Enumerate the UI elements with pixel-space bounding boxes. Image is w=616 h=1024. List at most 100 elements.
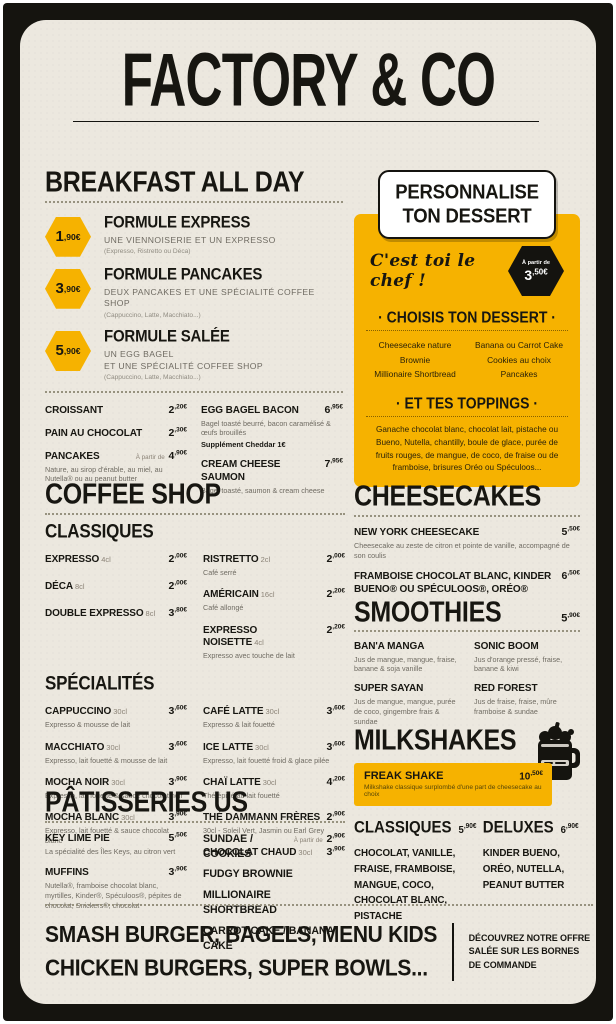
dessert-chef-row: C'est toi le chef ! À partir de 3,50€: [366, 246, 568, 296]
menu-item: FRAMBOISE CHOCOLAT BLANC, KINDER BUENO® …: [354, 570, 580, 597]
menu-item-price: 2,00€: [169, 553, 188, 566]
price-value: 2,30€: [168, 426, 188, 439]
divider: [366, 330, 568, 331]
price-value: 4,90€: [168, 449, 188, 462]
coffee-title: COFFEE SHOP: [45, 478, 221, 511]
section-smoothies: SMOOTHIES 5,90€ BAN'A MANGA Jus de mangue…: [354, 596, 580, 735]
dessert-yellow-card: C'est toi le chef ! À partir de 3,50€ · …: [354, 214, 580, 487]
menu-item-price: 6,95€: [325, 403, 344, 416]
menu-item-desc: Expresso, lait fouetté froid & glace pil…: [203, 755, 330, 765]
price-value: 7,95€: [324, 457, 344, 471]
menu-item: RISTRETTO 2cl 2,00€ Café serré: [203, 553, 345, 578]
price-value: 3,90€: [168, 810, 188, 824]
footer-divider: [452, 923, 454, 982]
menu-item-size: 30cl: [111, 777, 125, 787]
menu-item-price: 7,95€: [325, 458, 344, 471]
menu-item-price: 2,00€: [169, 580, 188, 593]
dessert-badge-line1: PERSONNALISE: [395, 180, 539, 203]
menu-item: CAFÉ LATTE 30cl 3,60€ Expresso & lait fouet…: [203, 705, 345, 730]
footer-line2: CHICKEN BURGERS, SUPER BOWLS...: [45, 955, 428, 982]
menu-item-name: EXPRESSO 4cl: [45, 554, 111, 566]
menu-item-name: CROISSANT: [45, 404, 103, 416]
menu-item-name: MOCHA BLANC 30cl: [45, 812, 135, 824]
menu-item-name: MUFFINS: [45, 867, 89, 879]
menu-item-desc: Nature, au sirop d'érable, au miel, au N…: [45, 464, 163, 484]
price-value: 2,00€: [168, 552, 188, 566]
menu-item: THÉ DAMMANN FRÈRES 2,90€ 30cl - Soleil Ver…: [203, 811, 345, 836]
price-value: 6,50€: [561, 569, 581, 583]
divider: [45, 200, 343, 203]
price-value: 3,60€: [168, 704, 188, 718]
milkshakes-deluxes-price: 6,90€: [560, 822, 579, 837]
coffee-specialites-right: CAFÉ LATTE 30cl 3,60€ Expresso & lait fouet…: [203, 705, 345, 873]
patisseries-title: PÂTISSERIES US: [45, 786, 248, 819]
menu-item-name: ICE LATTE 30cl: [203, 741, 269, 753]
formule-list: 1,90€ FORMULE EXPRESS UNE VIENNOISERIE ET …: [45, 213, 343, 381]
menu-item-size: 8cl: [74, 582, 85, 592]
menu-item-name: DÉCA 8cl: [45, 581, 85, 593]
menu-item-name: CHOCOLAT CHAUD 30cl: [203, 847, 313, 859]
menu-item-price: 3,90€: [169, 775, 188, 788]
menu-item: DOUBLE EXPRESSO 8cl 3,80€: [45, 607, 187, 624]
menu-item: CARROT CAKE / BANANA CAKE: [203, 924, 345, 955]
price-value: 4,20€: [326, 775, 346, 788]
price-value: 3,60€: [326, 704, 346, 718]
menu-item-size: 30cl: [298, 848, 313, 858]
menu-item-desc: Café allongé: [203, 603, 244, 613]
menu-item-name: CHAÏ LATTE 30cl: [203, 776, 277, 788]
menu-item-name: RED FOREST: [474, 683, 538, 695]
menu-item-price: 3,90€: [169, 866, 188, 879]
dessert-option: Brownie: [399, 354, 431, 365]
price-value: 3,80€: [168, 606, 188, 620]
menu-item-name: PAIN AU CHOCOLAT: [45, 427, 143, 439]
freak-shake-name: FREAK SHAKE: [364, 769, 444, 782]
menu-item: FUDGY BROWNIE: [203, 867, 345, 882]
menu-item-price: 6,50€: [562, 570, 581, 583]
section-cheesecakes: CHEESECAKES NEW YORK CHEESECAKE 5,50€ Chee…: [354, 480, 580, 605]
menu-item-size: 8cl: [145, 609, 156, 619]
menu-item-size: 30cl: [121, 813, 135, 823]
formule-name: FORMULE EXPRESS: [104, 213, 251, 232]
formule-desc: UNE VIENNOISERIE ET UN EXPRESSO: [104, 234, 276, 245]
menu-item-desc: Expresso & lait fouetté: [203, 720, 275, 730]
coffee-specialites-left: CAPPUCCINO 30cl 3,60€ Expresso & mousse de …: [45, 705, 187, 873]
smoothies-left: BAN'A MANGA Jus de mangue, mangue, fraise…: [354, 641, 460, 736]
menu-item-desc: Expresso, lait fouetté & sauce chocolat …: [45, 826, 169, 845]
menu-item-name: BAN'A MANGA: [354, 640, 425, 652]
menu-item-name: CARROT CAKE / BANANA CAKE: [203, 924, 334, 952]
milkshakes-title: MILKSHAKES: [354, 724, 517, 757]
breakfast-formule: 5,90€ FORMULE SALÉE UN EGG BAGEL ET UNE SP…: [45, 327, 343, 381]
menu-item: CHOCOLAT CHAUD 30cl 3,90€: [203, 846, 345, 863]
menu-item: KEY LIME PIE 5,50€ La spécialité des Îles …: [45, 832, 187, 857]
price-value: 2,90€: [326, 810, 346, 824]
menu-item-desc: Cheesecake au zeste de citron et pointe …: [354, 541, 570, 560]
formule-note: (Cappuccino, Latte, Macchiato...): [104, 311, 201, 319]
dessert-option: Banana ou Carrot Cake: [475, 340, 563, 350]
menu-item-price: 3,60€: [169, 705, 188, 718]
menu-item-name: SUNDAE / COOKIES: [203, 832, 253, 861]
coffee-specialites: CAPPUCCINO 30cl 3,60€ Expresso & mousse de …: [45, 705, 345, 873]
menu-item-desc: Jus de mangue, mangue, purée de coco, gi…: [354, 697, 456, 726]
toppings-title: · ET TES TOPPINGS ·: [395, 394, 539, 412]
price-value: 3,90€: [168, 865, 188, 879]
formule-note: (Expresso, Ristretto ou Déca): [104, 248, 191, 256]
footer-line1: SMASH BURGER, BAGELS, MENU KIDS: [45, 921, 438, 948]
page-title: FACTORY & CO: [121, 37, 495, 123]
divider: [45, 512, 345, 515]
formule-desc: DEUX PANCAKES ET UNE SPÉCIALITÉ COFFEE S…: [104, 286, 315, 309]
smoothies-title: SMOOTHIES: [354, 596, 502, 629]
price-value: 3,90€: [326, 845, 346, 859]
dessert-options-left: Cheesecake nature Brownie Millionaire Shor…: [366, 338, 464, 382]
formule-price-hexagon: 3,90€: [45, 268, 91, 309]
toppings-text: Ganache chocolat blanc, chocolat lait, p…: [375, 425, 559, 473]
menu-item-name: SONIC BOOM: [474, 640, 539, 652]
menu-item-desc: Thé épicé au lait fouetté: [203, 790, 280, 800]
coffee-specialites-title: SPÉCIALITÉS: [45, 672, 155, 694]
formule-desc: UN EGG BAGEL ET UNE SPÉCIALITÉ COFFEE SH…: [104, 348, 263, 371]
menu-item-desc: Jus de fraise, fraise, mûre framboise & …: [474, 697, 557, 716]
smoothies-right: SONIC BOOM Jus d'orange pressé, fraise, b…: [474, 641, 580, 736]
divider: [366, 416, 568, 418]
milkshakes-classiques-flavors: CHOCOLAT, VANILLE, FRAISE, FRAMBOISE, MA…: [354, 848, 456, 922]
cheesecakes-title: CHEESECAKES: [354, 480, 542, 513]
menu-item-name: CREAM CHEESE SAUMON: [201, 459, 281, 483]
